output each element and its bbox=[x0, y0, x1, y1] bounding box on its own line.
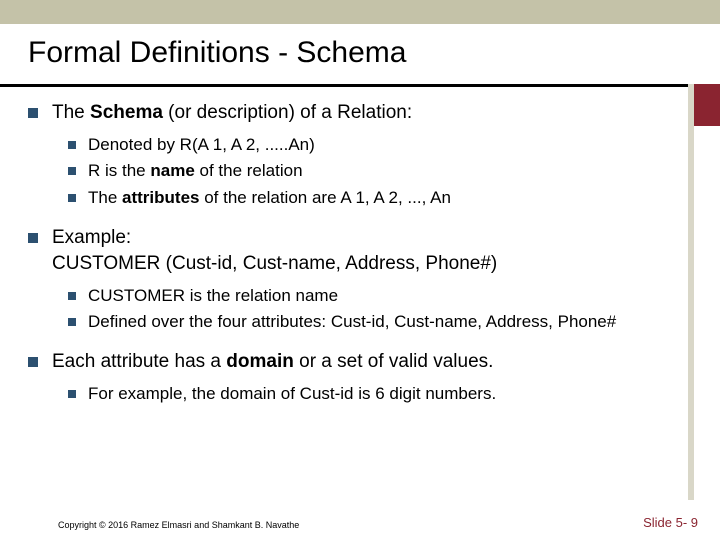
bullet-text: R is the name of the relation bbox=[88, 159, 680, 184]
square-bullet-icon bbox=[28, 233, 38, 243]
bullet-level-2: Denoted by R(A 1, A 2, .....An) bbox=[68, 133, 680, 158]
bullet-level-2: Defined over the four attributes: Cust-i… bbox=[68, 310, 680, 335]
top-bar bbox=[0, 0, 720, 24]
square-bullet-icon bbox=[68, 141, 76, 149]
bullet-level-2: CUSTOMER is the relation name bbox=[68, 284, 680, 309]
bullet-level-1: Example:CUSTOMER (Cust-id, Cust-name, Ad… bbox=[28, 225, 680, 278]
square-bullet-icon bbox=[68, 318, 76, 326]
accent-line bbox=[688, 84, 694, 500]
square-bullet-icon bbox=[68, 167, 76, 175]
bullet-level-2: For example, the domain of Cust-id is 6 … bbox=[68, 382, 680, 407]
content-area: The Schema (or description) of a Relatio… bbox=[28, 100, 680, 420]
accent-box bbox=[694, 84, 720, 126]
square-bullet-icon bbox=[28, 108, 38, 118]
square-bullet-icon bbox=[28, 357, 38, 367]
bullet-text: Each attribute has a domain or a set of … bbox=[52, 349, 680, 376]
slide-number: Slide 5- 9 bbox=[643, 515, 698, 530]
square-bullet-icon bbox=[68, 194, 76, 202]
square-bullet-icon bbox=[68, 292, 76, 300]
bullet-text: Example:CUSTOMER (Cust-id, Cust-name, Ad… bbox=[52, 225, 680, 278]
slide-title: Formal Definitions - Schema bbox=[28, 36, 692, 70]
bullet-text: Denoted by R(A 1, A 2, .....An) bbox=[88, 133, 680, 158]
square-bullet-icon bbox=[68, 390, 76, 398]
sub-bullet-list: CUSTOMER is the relation nameDefined ove… bbox=[68, 284, 680, 335]
sub-bullet-list: For example, the domain of Cust-id is 6 … bbox=[68, 382, 680, 407]
title-area: Formal Definitions - Schema bbox=[0, 24, 720, 87]
footer: Copyright © 2016 Ramez Elmasri and Shamk… bbox=[0, 515, 720, 530]
bullet-text: The Schema (or description) of a Relatio… bbox=[52, 100, 680, 127]
bullet-text: For example, the domain of Cust-id is 6 … bbox=[88, 382, 680, 407]
sub-bullet-list: Denoted by R(A 1, A 2, .....An)R is the … bbox=[68, 133, 680, 211]
copyright-text: Copyright © 2016 Ramez Elmasri and Shamk… bbox=[58, 520, 299, 530]
bullet-level-1: Each attribute has a domain or a set of … bbox=[28, 349, 680, 376]
bullet-text: The attributes of the relation are A 1, … bbox=[88, 186, 680, 211]
bullet-level-2: R is the name of the relation bbox=[68, 159, 680, 184]
bullet-text: CUSTOMER is the relation name bbox=[88, 284, 680, 309]
bullet-level-2: The attributes of the relation are A 1, … bbox=[68, 186, 680, 211]
bullet-level-1: The Schema (or description) of a Relatio… bbox=[28, 100, 680, 127]
bullet-text: Defined over the four attributes: Cust-i… bbox=[88, 310, 680, 335]
